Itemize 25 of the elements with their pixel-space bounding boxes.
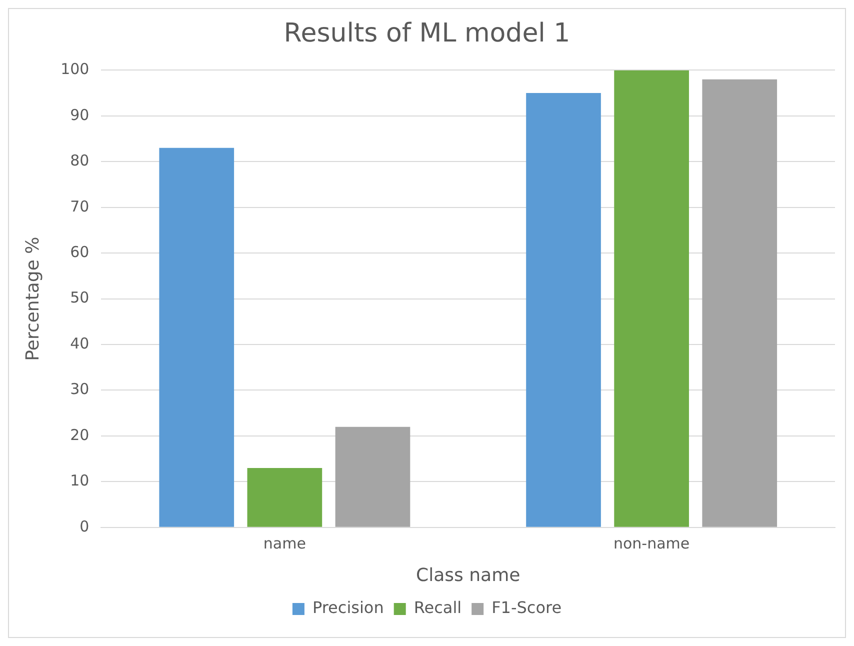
x-axis-title: Class name xyxy=(416,564,520,586)
bar xyxy=(247,468,322,527)
y-tick-label: 20 xyxy=(70,426,90,444)
y-tick-label: 80 xyxy=(70,152,90,170)
bar xyxy=(526,93,601,527)
bar xyxy=(614,70,689,527)
legend-label: Recall xyxy=(414,598,462,618)
bar xyxy=(159,148,234,527)
x-tick-label: name xyxy=(263,534,306,552)
y-tick-label: 50 xyxy=(70,288,90,307)
legend-label: Precision xyxy=(312,598,384,618)
y-tick-label: 70 xyxy=(70,197,90,216)
y-tick-label: 0 xyxy=(80,517,90,536)
y-axis-title: Percentage % xyxy=(22,236,44,361)
y-tick-label: 40 xyxy=(70,334,90,352)
chart-title: Results of ML model 1 xyxy=(284,18,570,48)
y-tick-label: 10 xyxy=(70,472,90,490)
y-tick-label: 90 xyxy=(70,106,90,124)
y-tick-label: 30 xyxy=(70,380,90,398)
bar xyxy=(335,426,410,527)
y-tick-label: 100 xyxy=(60,60,90,78)
bar xyxy=(702,79,778,527)
legend-label: F1-Score xyxy=(492,598,562,618)
y-tick-label: 60 xyxy=(70,242,90,261)
x-tick-label: non-name xyxy=(613,534,690,552)
